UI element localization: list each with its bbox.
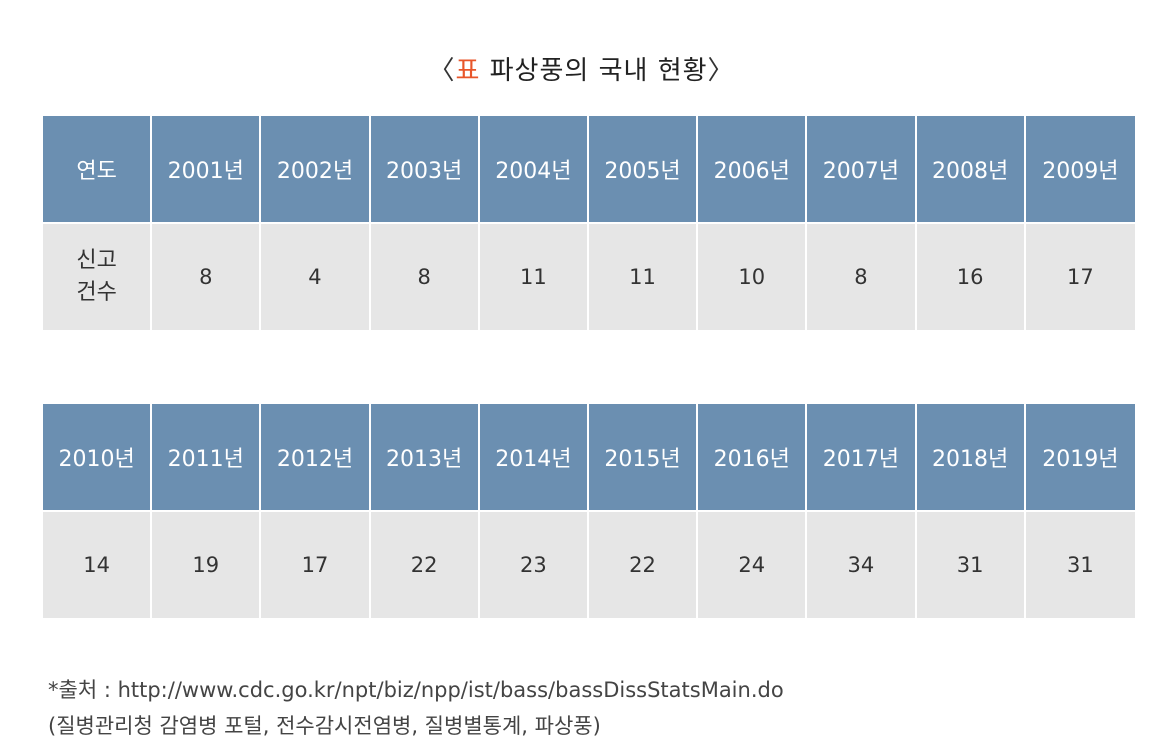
source-desc-line: (질병관리청 감염병 포털, 전수감시전염병, 질병별통계, 파상풍): [48, 714, 601, 738]
year-cell: 2010년: [43, 404, 153, 512]
count-cell: 17: [1025, 224, 1135, 330]
title-open-bracket: 〈: [428, 56, 456, 86]
count-cell: 8: [370, 224, 480, 330]
table-row: 14 19 17 22 23 22 24 34 31 31: [43, 512, 1135, 618]
year-cell: 2001년: [152, 116, 262, 224]
header-label-year: 연도: [43, 116, 153, 224]
row-label-report-count: 신고 건수: [43, 224, 153, 330]
table-header-row: 연도 2001년 2002년 2003년 2004년 2005년 2006년 2…: [43, 116, 1135, 224]
year-cell: 2014년: [479, 404, 589, 512]
year-cell: 2016년: [698, 404, 808, 512]
count-cell: 4: [261, 224, 371, 330]
year-cell: 2008년: [916, 116, 1026, 224]
table-row: 신고 건수 8 4 8 11 11 10 8 16 17: [43, 224, 1135, 330]
year-cell: 2002년: [261, 116, 371, 224]
count-cell: 11: [479, 224, 589, 330]
year-cell: 2006년: [698, 116, 808, 224]
count-cell: 22: [370, 512, 480, 618]
count-cell: 14: [43, 512, 153, 618]
count-cell: 10: [698, 224, 808, 330]
year-cell: 2009년: [1025, 116, 1135, 224]
title-close-bracket: 〉: [707, 56, 735, 86]
table-2001-2009: 연도 2001년 2002년 2003년 2004년 2005년 2006년 2…: [43, 116, 1135, 330]
count-cell: 31: [916, 512, 1026, 618]
title-text: 파상풍의 국내 현황: [480, 56, 708, 86]
count-cell: 24: [698, 512, 808, 618]
row-label-line: 건수: [76, 280, 117, 305]
row-label-line: 신고: [76, 248, 117, 273]
count-cell: 23: [479, 512, 589, 618]
year-cell: 2018년: [916, 404, 1026, 512]
page-title: 〈표 파상풍의 국내 현황〉: [0, 50, 1163, 87]
count-cell: 8: [152, 224, 262, 330]
year-cell: 2004년: [479, 116, 589, 224]
count-cell: 8: [807, 224, 917, 330]
count-cell: 31: [1025, 512, 1135, 618]
year-cell: 2005년: [588, 116, 699, 224]
count-cell: 11: [588, 224, 699, 330]
year-cell: 2012년: [261, 404, 371, 512]
count-cell: 19: [152, 512, 262, 618]
year-cell: 2003년: [370, 116, 480, 224]
table-2010-2019: 2010년 2011년 2012년 2013년 2014년 2015년 2016…: [43, 404, 1135, 618]
year-cell: 2019년: [1025, 404, 1135, 512]
year-cell: 2015년: [588, 404, 699, 512]
source-note: *출처 : http://www.cdc.go.kr/npt/biz/npp/i…: [48, 672, 784, 744]
title-table-tag: 표: [455, 56, 481, 86]
year-cell: 2007년: [807, 116, 917, 224]
count-cell: 22: [588, 512, 699, 618]
count-cell: 17: [261, 512, 371, 618]
year-cell: 2017년: [807, 404, 917, 512]
count-cell: 16: [916, 224, 1026, 330]
table-header-row: 2010년 2011년 2012년 2013년 2014년 2015년 2016…: [43, 404, 1135, 512]
source-url-line: *출처 : http://www.cdc.go.kr/npt/biz/npp/i…: [48, 678, 784, 702]
count-cell: 34: [807, 512, 917, 618]
year-cell: 2013년: [370, 404, 480, 512]
year-cell: 2011년: [152, 404, 262, 512]
